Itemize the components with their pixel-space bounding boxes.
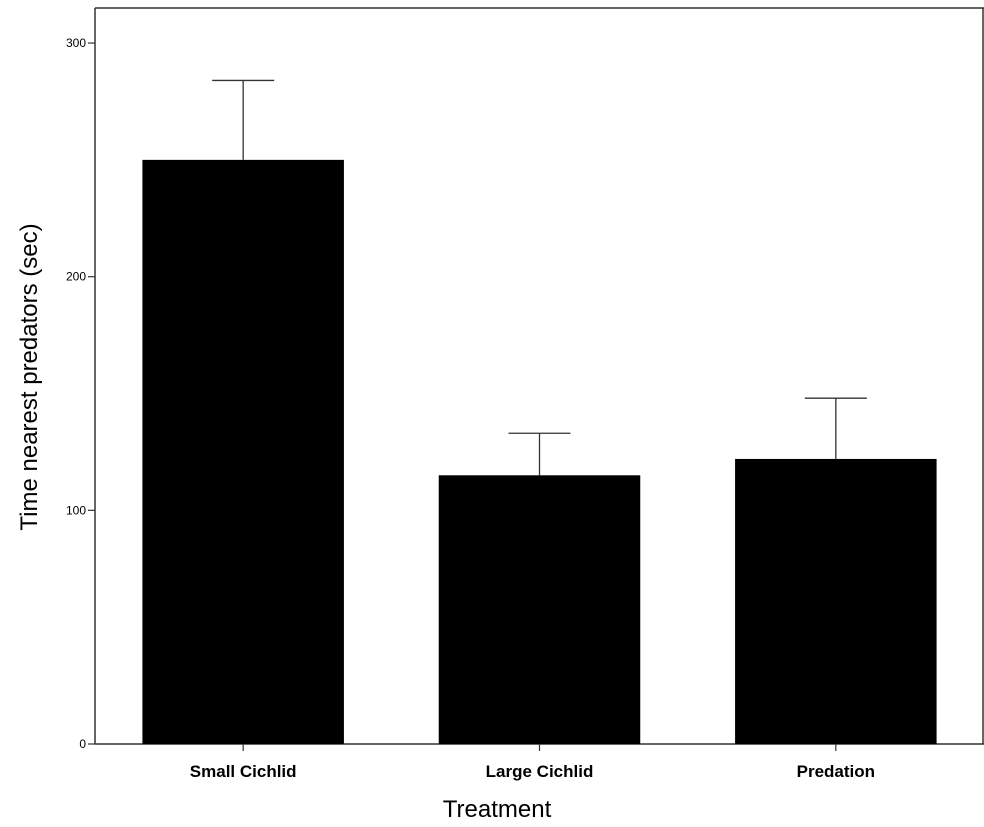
x-tick-label: Predation [797,762,875,781]
y-tick-label: 100 [66,503,86,517]
x-tick-label: Large Cichlid [486,762,594,781]
bars [142,159,937,744]
y-axis-title: Time nearest predators (sec) [16,223,43,530]
x-tick-label: Small Cichlid [190,762,297,781]
error-bars [212,79,867,476]
y-tick-label: 300 [66,36,86,50]
bar [735,458,937,744]
x-axis-ticks: Small Cichlid Large Cichlid Predation [190,744,875,781]
y-tick-label: 0 [79,737,86,751]
x-axis-title: Treatment [443,796,552,823]
y-tick-label: 200 [66,270,86,284]
y-axis-ticks: 0 100 200 300 [66,36,95,751]
bar [142,159,344,744]
bar [438,475,641,744]
